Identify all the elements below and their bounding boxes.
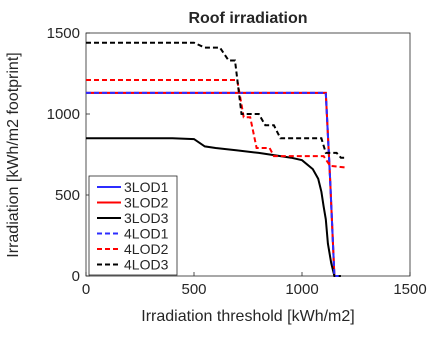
legend-entry-label: 3LOD3 <box>124 210 169 226</box>
legend-entry-label: 4LOD1 <box>124 226 169 242</box>
chart-title: Roof irradiation <box>188 10 307 27</box>
y-tick-label: 1000 <box>47 106 80 123</box>
legend-box <box>88 175 178 276</box>
x-axis-ticks: 0 500 1000 1500 <box>82 272 427 298</box>
y-axis-ticks: 0 500 1000 1500 <box>47 25 90 285</box>
legend-entry-label: 3LOD1 <box>124 179 169 195</box>
legend-entry-label: 4LOD2 <box>124 241 169 257</box>
x-tick-label: 500 <box>181 281 206 298</box>
legend-entry-label: 3LOD2 <box>124 195 169 211</box>
x-tick-label: 1000 <box>285 281 318 298</box>
y-tick-label: 0 <box>72 268 80 285</box>
series-layer <box>86 41 346 277</box>
legend-entry-label: 4LOD3 <box>124 257 169 273</box>
series-line-4lod1 <box>86 91 339 277</box>
x-axis-label: Irradiation threshold [kWh/m2] <box>141 308 354 325</box>
y-axis-label: Irradiation [kWh/m2 footprint] <box>5 52 22 257</box>
x-tick-label: 1500 <box>393 281 426 298</box>
y-tick-label: 1500 <box>47 25 80 42</box>
x-tick-label: 0 <box>82 281 90 298</box>
series-line-3lod3 <box>86 137 341 277</box>
series-line-4lod3 <box>86 41 346 159</box>
y-tick-label: 500 <box>55 187 80 204</box>
